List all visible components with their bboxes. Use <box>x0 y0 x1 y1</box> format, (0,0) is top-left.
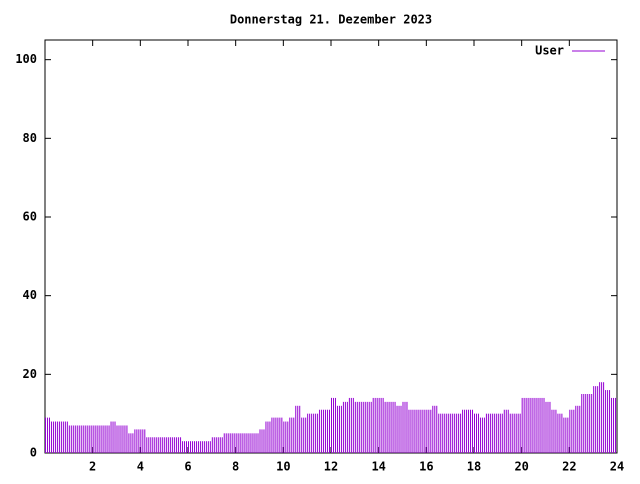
y-tick-label: 0 <box>30 446 37 460</box>
x-tick-label: 8 <box>232 460 239 474</box>
x-tick-label: 2 <box>89 460 96 474</box>
x-tick-label: 22 <box>562 460 576 474</box>
chart-title: Donnerstag 21. Dezember 2023 <box>230 13 432 27</box>
legend-label: User <box>535 44 564 58</box>
x-tick-label: 12 <box>324 460 338 474</box>
x-tick-label: 24 <box>610 460 624 474</box>
x-tick-label: 20 <box>514 460 528 474</box>
x-tick-label: 4 <box>137 460 144 474</box>
y-tick-label: 100 <box>15 52 37 66</box>
y-tick-label: 80 <box>23 131 37 145</box>
x-tick-label: 14 <box>371 460 385 474</box>
y-tick-label: 20 <box>23 367 37 381</box>
y-tick-label: 40 <box>23 288 37 302</box>
x-tick-label: 18 <box>467 460 481 474</box>
x-tick-label: 16 <box>419 460 433 474</box>
y-tick-label: 60 <box>23 210 37 224</box>
x-tick-label: 6 <box>184 460 191 474</box>
x-tick-label: 10 <box>276 460 290 474</box>
plot-frame <box>44 39 618 454</box>
